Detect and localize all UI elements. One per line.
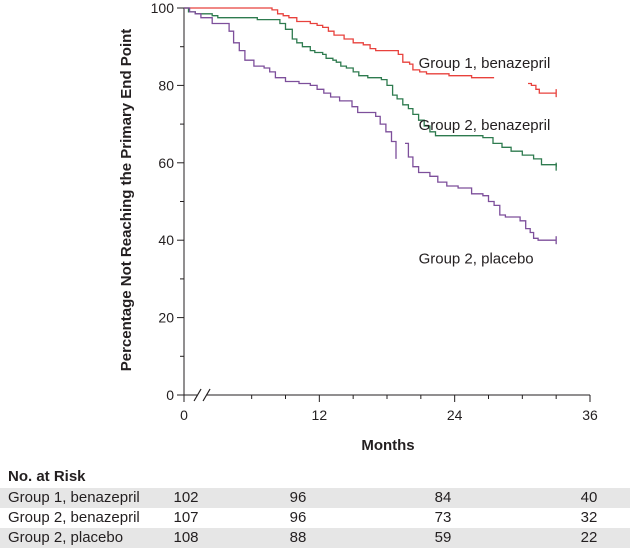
- y-tick-label: 80: [158, 77, 174, 93]
- risk-value: 32: [580, 509, 598, 526]
- risk-value: 102: [173, 489, 199, 506]
- x-tick-label: 0: [180, 407, 188, 423]
- risk-value: 22: [580, 529, 598, 546]
- risk-value: 88: [289, 529, 307, 546]
- x-tick-label: 24: [447, 407, 463, 423]
- series-line: [184, 7, 495, 79]
- risk-row-label: Group 1, benazepril: [8, 489, 140, 506]
- x-tick-label: 12: [312, 407, 328, 423]
- risk-table: No. at Risk Group 1, benazepril 102 96 8…: [0, 466, 630, 548]
- axis-break-mark: [202, 388, 211, 402]
- y-tick-label: 40: [158, 232, 174, 248]
- chart-series-lines: [184, 7, 557, 245]
- y-tick-label: 100: [151, 0, 175, 16]
- series-line: [184, 7, 557, 167]
- risk-value: 84: [434, 489, 452, 506]
- y-tick-label: 0: [166, 387, 174, 403]
- axis-break-mark: [193, 388, 202, 402]
- chart-series-labels: Group 1, benazepril Group 2, benazepril Gr…: [419, 55, 551, 267]
- risk-row-group2-benazepril: Group 2, benazepril 107 96 73 32: [0, 508, 630, 528]
- chart-axes: 0 20 40 60 80 100 0 12 24 36: [151, 0, 598, 423]
- risk-value: 107: [173, 509, 199, 526]
- x-tick-label: 36: [582, 407, 598, 423]
- series-label: Group 1, benazepril: [419, 55, 551, 72]
- risk-value: 40: [580, 489, 598, 506]
- x-axis-title: Months: [361, 437, 414, 454]
- y-tick-label: 60: [158, 155, 174, 171]
- series-line: [184, 7, 397, 159]
- risk-row-group2-placebo: Group 2, placebo 108 88 59 22: [0, 528, 630, 548]
- risk-row-label: Group 2, benazepril: [8, 509, 140, 526]
- risk-value: 108: [173, 529, 199, 546]
- series-line: [405, 142, 557, 241]
- risk-value: 96: [289, 509, 307, 526]
- series-line: [528, 82, 557, 94]
- risk-row-group1-benazepril: Group 1, benazepril 102 96 84 40: [0, 488, 630, 508]
- y-tick-label: 20: [158, 310, 174, 326]
- risk-value: 73: [434, 509, 452, 526]
- series-label: Group 2, benazepril: [419, 117, 551, 134]
- risk-row-label: Group 2, placebo: [8, 529, 124, 546]
- risk-value: 96: [289, 489, 307, 506]
- series-label: Group 2, placebo: [419, 250, 534, 267]
- risk-value: 59: [434, 529, 452, 546]
- y-axis-title: Percentage Not Reaching the Primary End …: [118, 29, 135, 372]
- risk-table-title: No. at Risk: [8, 468, 86, 485]
